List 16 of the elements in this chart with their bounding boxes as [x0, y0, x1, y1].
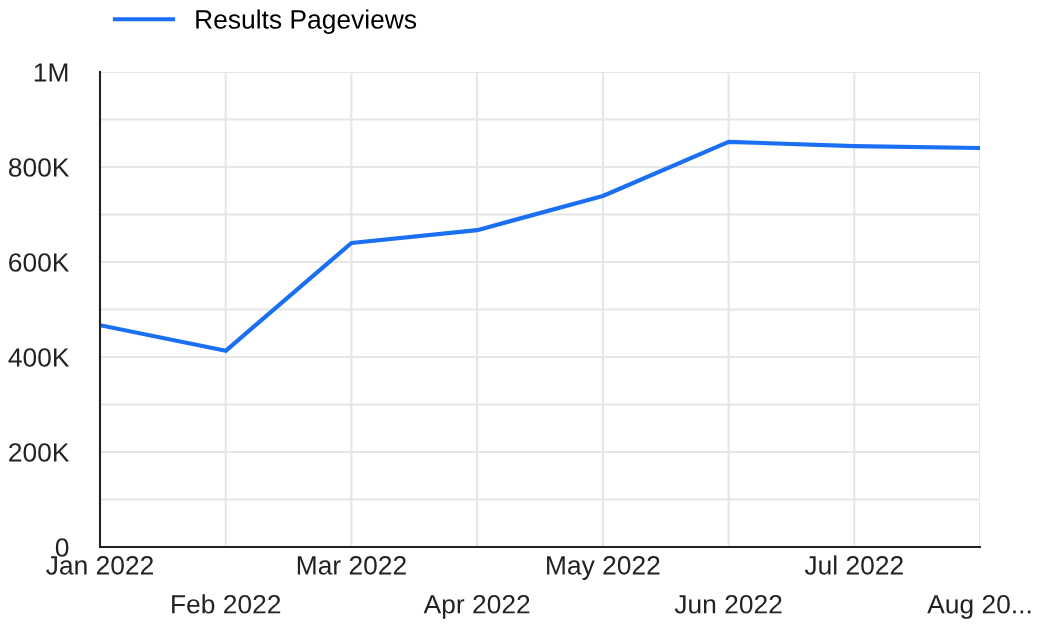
y-tick-label: 200K — [9, 443, 70, 462]
x-tick-label: Apr 2022 — [423, 594, 530, 619]
x-tick-label: May 2022 — [547, 556, 660, 580]
y-tick-label: 1M — [34, 63, 68, 82]
x-tick-label: Jan 2022 — [46, 556, 153, 575]
x-tick-label: Feb 2022 — [172, 594, 281, 614]
y-tick-label: 600K — [9, 253, 70, 272]
x-tick-label: Jul 2022 — [804, 555, 903, 575]
x-tick-label: Mar 2022 — [297, 556, 406, 575]
x-tick-label: Aug 20... — [927, 594, 1031, 619]
y-tick-label: 0 — [55, 538, 69, 557]
x-tick-label: Jun 2022 — [674, 594, 782, 614]
y-tick-label: 800K — [8, 158, 70, 177]
y-tick-label: 400K — [8, 348, 70, 367]
line-series — [100, 139, 980, 353]
legend-label: Results Pageviews — [196, 9, 417, 34]
